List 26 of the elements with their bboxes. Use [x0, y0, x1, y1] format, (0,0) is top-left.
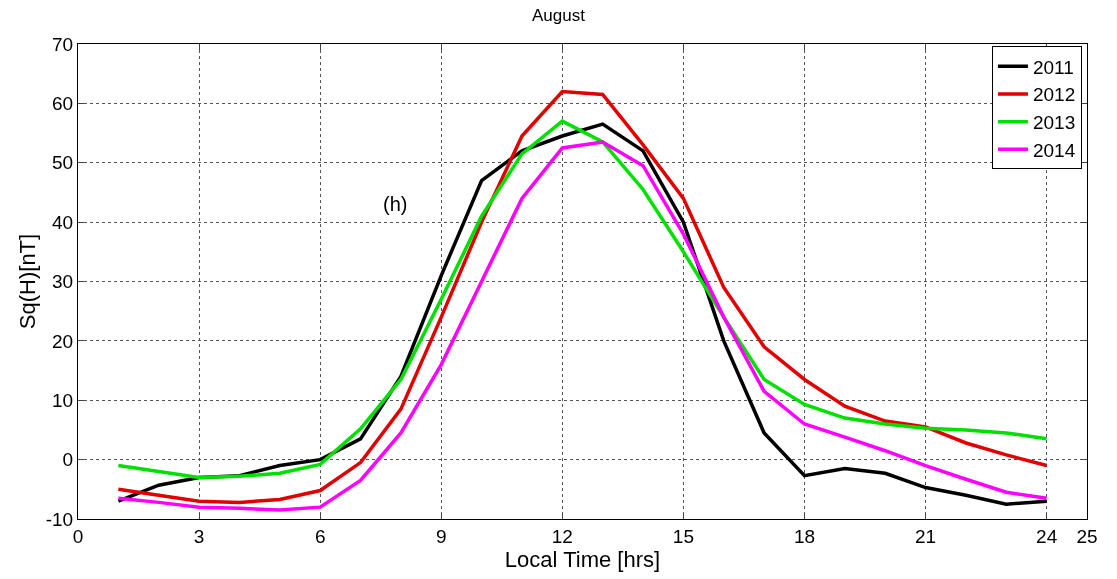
x-tick-label: 12 [551, 525, 573, 547]
y-tick-label: 10 [52, 389, 74, 411]
legend-label: 2013 [1032, 112, 1076, 134]
x-tick-label: 6 [314, 525, 326, 547]
x-tick-label: 25 [1076, 525, 1098, 547]
y-tick-label: 70 [52, 33, 74, 55]
y-tick-label: 40 [52, 211, 74, 233]
legend-label: 2012 [1032, 84, 1076, 106]
x-tick-label: 3 [193, 525, 205, 547]
y-tick-label: 30 [52, 271, 74, 293]
legend-label: 2011 [1032, 56, 1074, 78]
x-tick-label: 24 [1036, 525, 1058, 547]
y-axis-title: Sq(H)[nT] [14, 233, 40, 330]
y-tick-label: 0 [62, 449, 74, 471]
x-axis-title: Local Time [hrs] [504, 546, 661, 572]
x-tick-label: 9 [435, 525, 447, 547]
y-tick-label: 20 [52, 330, 74, 352]
y-tick-label: 60 [52, 93, 74, 115]
y-tick-label: 50 [52, 152, 74, 174]
annotation: (h) [383, 193, 408, 215]
x-tick-label: 15 [672, 525, 694, 547]
chart-title: August [532, 5, 586, 25]
y-tick-label: -10 [45, 508, 74, 530]
x-tick-label: 18 [793, 525, 816, 547]
legend-label: 2014 [1032, 139, 1076, 161]
x-tick-label: 21 [914, 525, 937, 547]
